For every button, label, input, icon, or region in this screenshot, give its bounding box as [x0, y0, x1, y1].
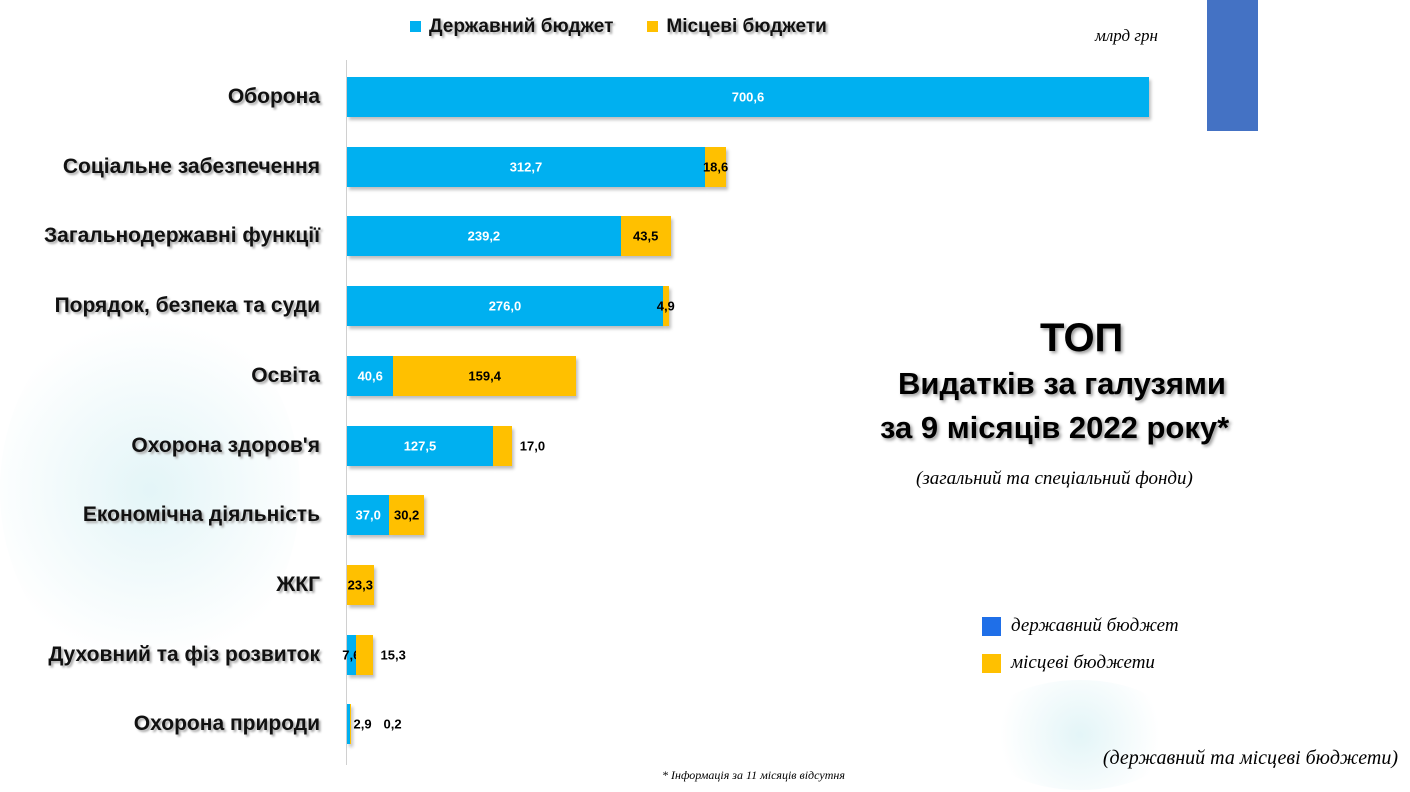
category-label: Освіта — [251, 363, 320, 387]
data-label: 18,6 — [702, 159, 729, 175]
legend-label: Державний бюджет — [429, 16, 614, 37]
category-label: Порядок, безпека та суди — [54, 294, 320, 318]
background-glow — [0, 300, 300, 680]
data-label: 4,9 — [656, 298, 675, 314]
data-label: 700,6 — [731, 89, 765, 105]
data-label: 30,2 — [393, 507, 420, 523]
category-axis — [346, 60, 347, 765]
category-label: Охорона природи — [133, 712, 320, 736]
data-label: 127,5 — [403, 438, 437, 453]
side-legend-local: місцеві бюджети — [982, 652, 1155, 674]
bar-state — [347, 286, 663, 327]
category-label: Загальнодержавні функції — [43, 224, 320, 248]
bar-state — [347, 355, 394, 396]
background-glow — [980, 680, 1180, 790]
data-label: 40,6 — [357, 368, 383, 384]
data-label: 15,3 — [380, 647, 406, 663]
unit-label: млрд грн — [1095, 26, 1158, 45]
bar-state — [347, 146, 705, 187]
chart-subtitle-note: (загальний та спеціальний фонди) — [916, 468, 1193, 489]
bar-local — [355, 634, 374, 675]
bar-local — [704, 146, 727, 187]
legend-label: державний бюджет — [1011, 615, 1179, 636]
chart-title: ТОП — [1040, 316, 1124, 360]
bar-local — [393, 355, 576, 396]
category-label: Охорона здоров'я — [131, 433, 320, 457]
data-label: 2,9 — [353, 716, 372, 732]
bar-local — [662, 286, 669, 327]
bar-state — [347, 634, 356, 675]
legend-item-local: Місцеві бюджети — [647, 16, 827, 38]
category-label: Економічна діяльність — [82, 503, 320, 527]
bar-local — [620, 216, 671, 257]
chart-subtitle-2: за 9 місяців 2022 року* — [880, 410, 1230, 445]
bar-state — [347, 704, 351, 745]
bar-local — [347, 564, 374, 605]
side-legend-state: державний бюджет — [982, 615, 1179, 637]
bar-state — [347, 495, 390, 536]
data-label: 43,5 — [633, 228, 659, 244]
bar-local — [492, 425, 513, 466]
legend-swatch — [410, 21, 421, 33]
legend-swatch — [982, 616, 1001, 636]
data-label: 239,2 — [467, 228, 501, 244]
data-label: 276,0 — [488, 298, 522, 314]
data-label: 159,4 — [468, 368, 501, 384]
data-label: 23,3 — [347, 577, 373, 593]
data-label: 37,0 — [355, 507, 381, 523]
legend-swatch — [647, 21, 659, 33]
bar-local — [389, 495, 424, 536]
decorative-bar — [1207, 0, 1258, 131]
footnote: * Інформація за 11 місяців відсутня — [662, 768, 845, 782]
category-label: Духовний та фіз розвиток — [48, 642, 320, 666]
category-label: Соціальне забезпечення — [62, 154, 320, 178]
bar-state — [347, 77, 1149, 117]
data-label: 0,2 — [383, 716, 402, 732]
legend-label: місцеві бюджети — [1011, 652, 1155, 673]
category-label: ЖКГ — [276, 572, 320, 596]
category-label: Оборона — [227, 85, 320, 108]
budget-note: (державний та місцеві бюджети) — [1102, 747, 1398, 769]
data-label: 312,7 — [509, 159, 543, 175]
chart-legend: Державний бюджет Місцеві бюджети — [410, 16, 827, 38]
chart-subtitle-1: Видатків за галузями — [898, 366, 1226, 401]
legend-item-state: Державний бюджет — [410, 16, 613, 38]
bar-state — [347, 425, 493, 466]
legend-label: Місцеві бюджети — [666, 16, 827, 37]
bar-state — [347, 216, 621, 257]
legend-swatch — [982, 653, 1001, 673]
data-label: 17,0 — [519, 438, 546, 453]
